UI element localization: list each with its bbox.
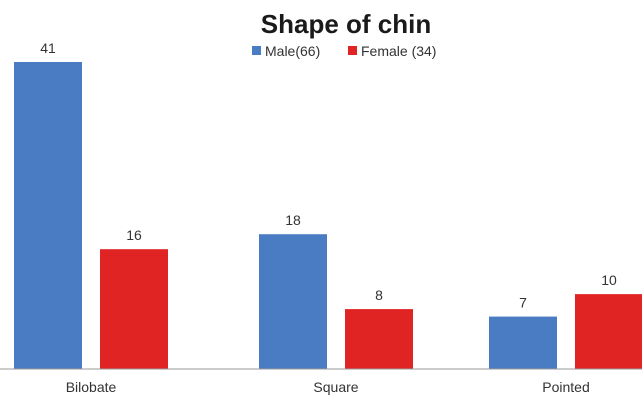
data-label-bilobate-male: 41 <box>40 40 56 56</box>
bar-square-male <box>259 234 327 369</box>
data-label-square-male: 18 <box>285 212 301 228</box>
chart-title: Shape of chin <box>261 9 431 39</box>
bar-pointed-female <box>575 294 642 369</box>
legend-label-male: Male(66) <box>265 43 320 59</box>
x-tick-label-square: Square <box>313 379 358 395</box>
legend-swatch-male <box>252 46 261 55</box>
data-label-bilobate-female: 16 <box>126 227 142 243</box>
bars-layer <box>14 62 642 369</box>
data-label-pointed-male: 7 <box>519 295 527 311</box>
bar-bilobate-male <box>14 62 82 369</box>
ticks-layer: Bilobate Square Pointed <box>66 379 590 395</box>
legend-label-female: Female (34) <box>361 43 436 59</box>
data-label-pointed-female: 10 <box>601 272 617 288</box>
labels-layer: 41 16 18 8 7 10 <box>40 40 617 311</box>
bar-square-female <box>345 309 413 369</box>
bar-bilobate-female <box>100 249 168 369</box>
data-label-square-female: 8 <box>375 287 383 303</box>
legend: Male(66) Female (34) <box>252 43 436 59</box>
bar-pointed-male <box>489 316 557 369</box>
legend-swatch-female <box>348 46 357 55</box>
x-tick-label-bilobate: Bilobate <box>66 379 117 395</box>
x-tick-label-pointed: Pointed <box>542 379 589 395</box>
